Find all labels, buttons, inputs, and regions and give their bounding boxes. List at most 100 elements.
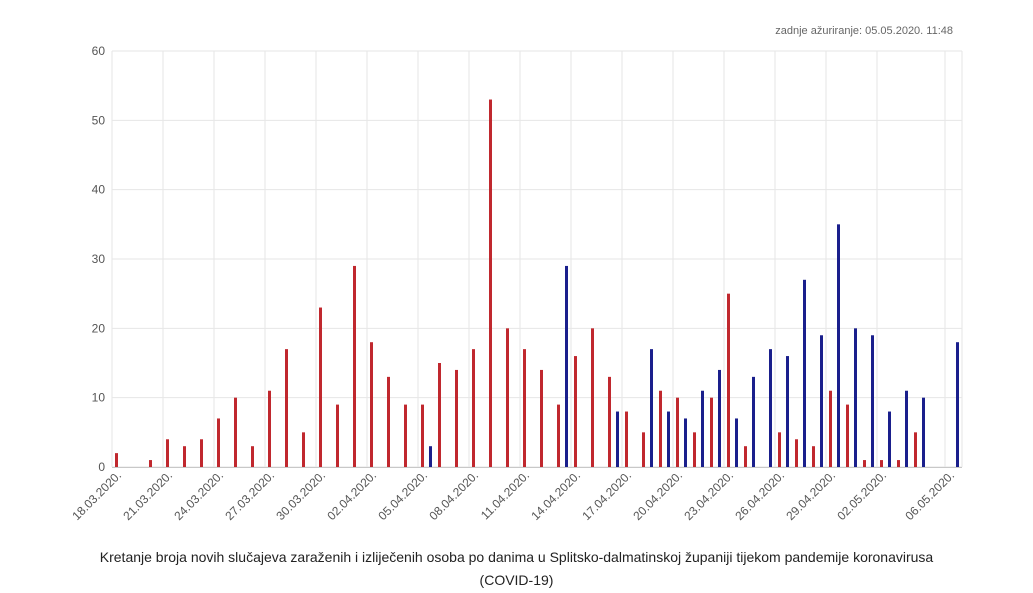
bar-recovered xyxy=(922,397,925,467)
bar-recovered xyxy=(429,446,432,467)
bar-new-cases xyxy=(914,432,917,467)
bar-new-cases xyxy=(183,446,186,467)
bar-recovered xyxy=(701,390,704,467)
bar-new-cases xyxy=(710,397,713,467)
bar-new-cases xyxy=(693,432,696,467)
bar-new-cases xyxy=(217,418,220,467)
bar-new-cases xyxy=(285,349,288,467)
x-tick-label: 24.03.2020. xyxy=(171,468,226,523)
bar-new-cases xyxy=(829,390,832,467)
bar-new-cases xyxy=(370,342,373,467)
x-tick-label: 11.04.2020. xyxy=(478,468,532,522)
bar-new-cases xyxy=(897,460,900,467)
bar-new-cases xyxy=(268,390,271,467)
bar-chart: 0 10 20 30 40 50 60 18.03.2020.21.03.2020.24.0… xyxy=(69,44,963,523)
caption-line-2: (COVID-19) xyxy=(479,572,554,588)
y-tick-label: 40 xyxy=(92,183,106,197)
bar-recovered xyxy=(752,376,755,467)
bar-recovered xyxy=(803,279,806,467)
bar-new-cases xyxy=(387,376,390,467)
x-tick-label: 14.04.2020. xyxy=(528,468,583,523)
y-tick-label: 50 xyxy=(92,113,106,127)
bar-recovered xyxy=(854,328,857,467)
bar-recovered xyxy=(871,335,874,467)
bar-new-cases xyxy=(880,460,883,467)
bar-recovered xyxy=(888,411,891,467)
bar-new-cases xyxy=(557,404,560,467)
y-tick-label: 30 xyxy=(92,252,106,266)
bar-new-cases xyxy=(319,307,322,467)
bar-new-cases xyxy=(404,404,407,467)
bar-recovered xyxy=(650,349,653,467)
bar-recovered xyxy=(820,335,823,467)
x-tick-label: 18.03.2020. xyxy=(69,468,124,523)
bar-new-cases xyxy=(642,432,645,467)
bar-new-cases xyxy=(506,328,509,467)
chart-grid xyxy=(111,50,963,468)
bar-new-cases xyxy=(574,356,577,467)
x-tick-label: 21.03.2020. xyxy=(120,468,175,523)
x-tick-label: 23.04.2020. xyxy=(681,468,736,523)
last-updated-label: zadnje ažuriranje: 05.05.2020. 11:48 xyxy=(775,25,953,37)
bar-recovered xyxy=(718,369,721,467)
x-tick-label: 27.03.2020. xyxy=(222,468,277,523)
bar-new-cases xyxy=(591,328,594,467)
x-tick-label: 05.04.2020. xyxy=(375,468,430,523)
x-tick-label: 20.04.2020. xyxy=(630,468,685,523)
bar-new-cases xyxy=(625,411,628,467)
bar-recovered xyxy=(786,356,789,467)
bar-recovered xyxy=(837,224,840,467)
bar-new-cases xyxy=(166,439,169,467)
bar-new-cases xyxy=(438,363,441,467)
bar-new-cases xyxy=(472,349,475,467)
x-tick-label: 02.05.2020. xyxy=(834,468,889,523)
x-tick-label: 02.04.2020. xyxy=(324,468,379,523)
y-tick-label: 20 xyxy=(92,321,106,335)
caption-line-1: Kretanje broja novih slučajeva zaraženih… xyxy=(99,549,934,565)
x-tick-label: 29.04.2020. xyxy=(783,468,838,523)
x-tick-label: 26.04.2020. xyxy=(732,468,787,523)
bar-new-cases xyxy=(421,404,424,467)
bar-new-cases xyxy=(489,99,492,468)
bar-new-cases xyxy=(353,265,356,467)
bar-new-cases xyxy=(727,293,730,467)
bar-recovered xyxy=(667,411,670,467)
bar-new-cases xyxy=(115,453,118,467)
y-tick-label: 10 xyxy=(92,391,106,405)
bar-recovered xyxy=(565,265,568,467)
bar-new-cases xyxy=(149,460,152,467)
bar-new-cases xyxy=(659,390,662,467)
bar-new-cases xyxy=(302,432,305,467)
bar-new-cases xyxy=(676,397,679,467)
bar-new-cases xyxy=(744,446,747,467)
bar-new-cases xyxy=(336,404,339,467)
bar-new-cases xyxy=(795,439,798,467)
bar-recovered xyxy=(684,418,687,467)
y-tick-label: 60 xyxy=(92,44,106,58)
y-axis: 0 10 20 30 40 50 60 xyxy=(92,44,106,474)
y-tick-label: 0 xyxy=(98,460,105,474)
bar-new-cases xyxy=(812,446,815,467)
bar-new-cases xyxy=(200,439,203,467)
bar-new-cases xyxy=(863,460,866,467)
x-tick-label: 08.04.2020. xyxy=(426,468,481,523)
bar-new-cases xyxy=(608,376,611,467)
bar-recovered xyxy=(769,349,772,467)
bar-new-cases xyxy=(251,446,254,467)
x-axis: 18.03.2020.21.03.2020.24.03.2020.27.03.2… xyxy=(69,467,962,523)
bar-recovered xyxy=(616,411,619,467)
chart-bars xyxy=(115,99,959,468)
x-tick-label: 30.03.2020. xyxy=(273,468,328,523)
bar-new-cases xyxy=(846,404,849,467)
bar-recovered xyxy=(735,418,738,467)
bar-recovered xyxy=(905,390,908,467)
bar-new-cases xyxy=(540,369,543,467)
bar-new-cases xyxy=(234,397,237,467)
bar-recovered xyxy=(956,342,959,467)
x-tick-label: 06.05.2020. xyxy=(902,468,957,523)
chart-caption: Kretanje broja novih slučajeva zaraženih… xyxy=(0,546,1033,592)
bar-new-cases xyxy=(523,349,526,467)
bar-new-cases xyxy=(778,432,781,467)
bar-new-cases xyxy=(455,369,458,467)
x-tick-label: 17.04.2020. xyxy=(579,468,634,523)
